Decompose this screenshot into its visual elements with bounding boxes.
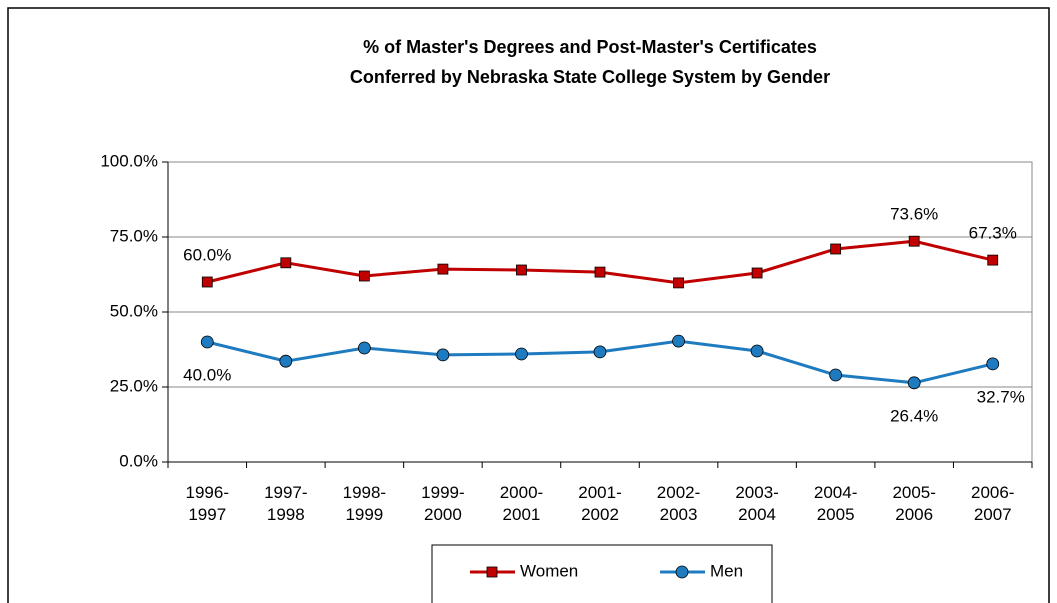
data-point <box>986 357 1000 371</box>
data-point <box>750 344 764 358</box>
y-tick-label: 75.0% <box>110 226 158 245</box>
x-tick-label: 2001-2002 <box>578 483 621 524</box>
legend-marker <box>675 565 689 579</box>
data-point <box>672 334 685 348</box>
data-point <box>200 335 214 349</box>
data-point <box>593 345 607 359</box>
chart-title: Conferred by Nebraska State College Syst… <box>350 67 830 87</box>
data-point <box>201 276 213 288</box>
data-point <box>908 235 920 247</box>
legend-label: Men <box>710 561 743 580</box>
data-point <box>516 264 527 276</box>
x-tick-label: 2005-2006 <box>892 483 935 524</box>
data-point <box>907 376 921 390</box>
x-tick-label: 2004-2005 <box>814 483 857 524</box>
data-point <box>515 347 528 361</box>
y-tick-label: 50.0% <box>110 301 158 320</box>
data-point <box>437 263 449 275</box>
data-point <box>830 243 842 255</box>
data-point <box>279 354 293 368</box>
data-point <box>987 254 999 266</box>
x-tick-label: 2000-2001 <box>500 483 543 524</box>
x-tick-label: 1996-1997 <box>186 483 229 524</box>
data-label: 32.7% <box>977 387 1025 406</box>
x-tick-label: 1997-1998 <box>264 483 307 524</box>
data-label: 40.0% <box>183 365 231 384</box>
data-point <box>357 341 371 355</box>
legend-label: Women <box>520 561 578 580</box>
y-tick-label: 100.0% <box>100 151 158 170</box>
data-point <box>594 266 606 278</box>
data-point <box>829 368 843 382</box>
x-tick-label: 2002-2003 <box>657 483 700 524</box>
chart-title: % of Master's Degrees and Post-Master's … <box>363 37 817 57</box>
x-tick-label: 2006-2007 <box>971 483 1014 524</box>
data-point <box>436 348 450 362</box>
x-tick-label: 1999-2000 <box>421 483 464 524</box>
data-label: 67.3% <box>969 224 1017 243</box>
legend-marker <box>486 566 498 578</box>
data-label: 60.0% <box>183 245 231 264</box>
y-tick-label: 25.0% <box>110 376 158 395</box>
data-point <box>751 267 763 279</box>
data-label: 73.6% <box>890 205 938 224</box>
data-point <box>280 257 292 269</box>
y-tick-label: 0.0% <box>119 451 158 470</box>
x-tick-label: 1998-1999 <box>343 483 386 524</box>
data-label: 26.4% <box>890 406 938 425</box>
data-point <box>673 277 684 289</box>
data-point <box>358 270 370 282</box>
x-tick-label: 2003-2004 <box>735 483 778 524</box>
